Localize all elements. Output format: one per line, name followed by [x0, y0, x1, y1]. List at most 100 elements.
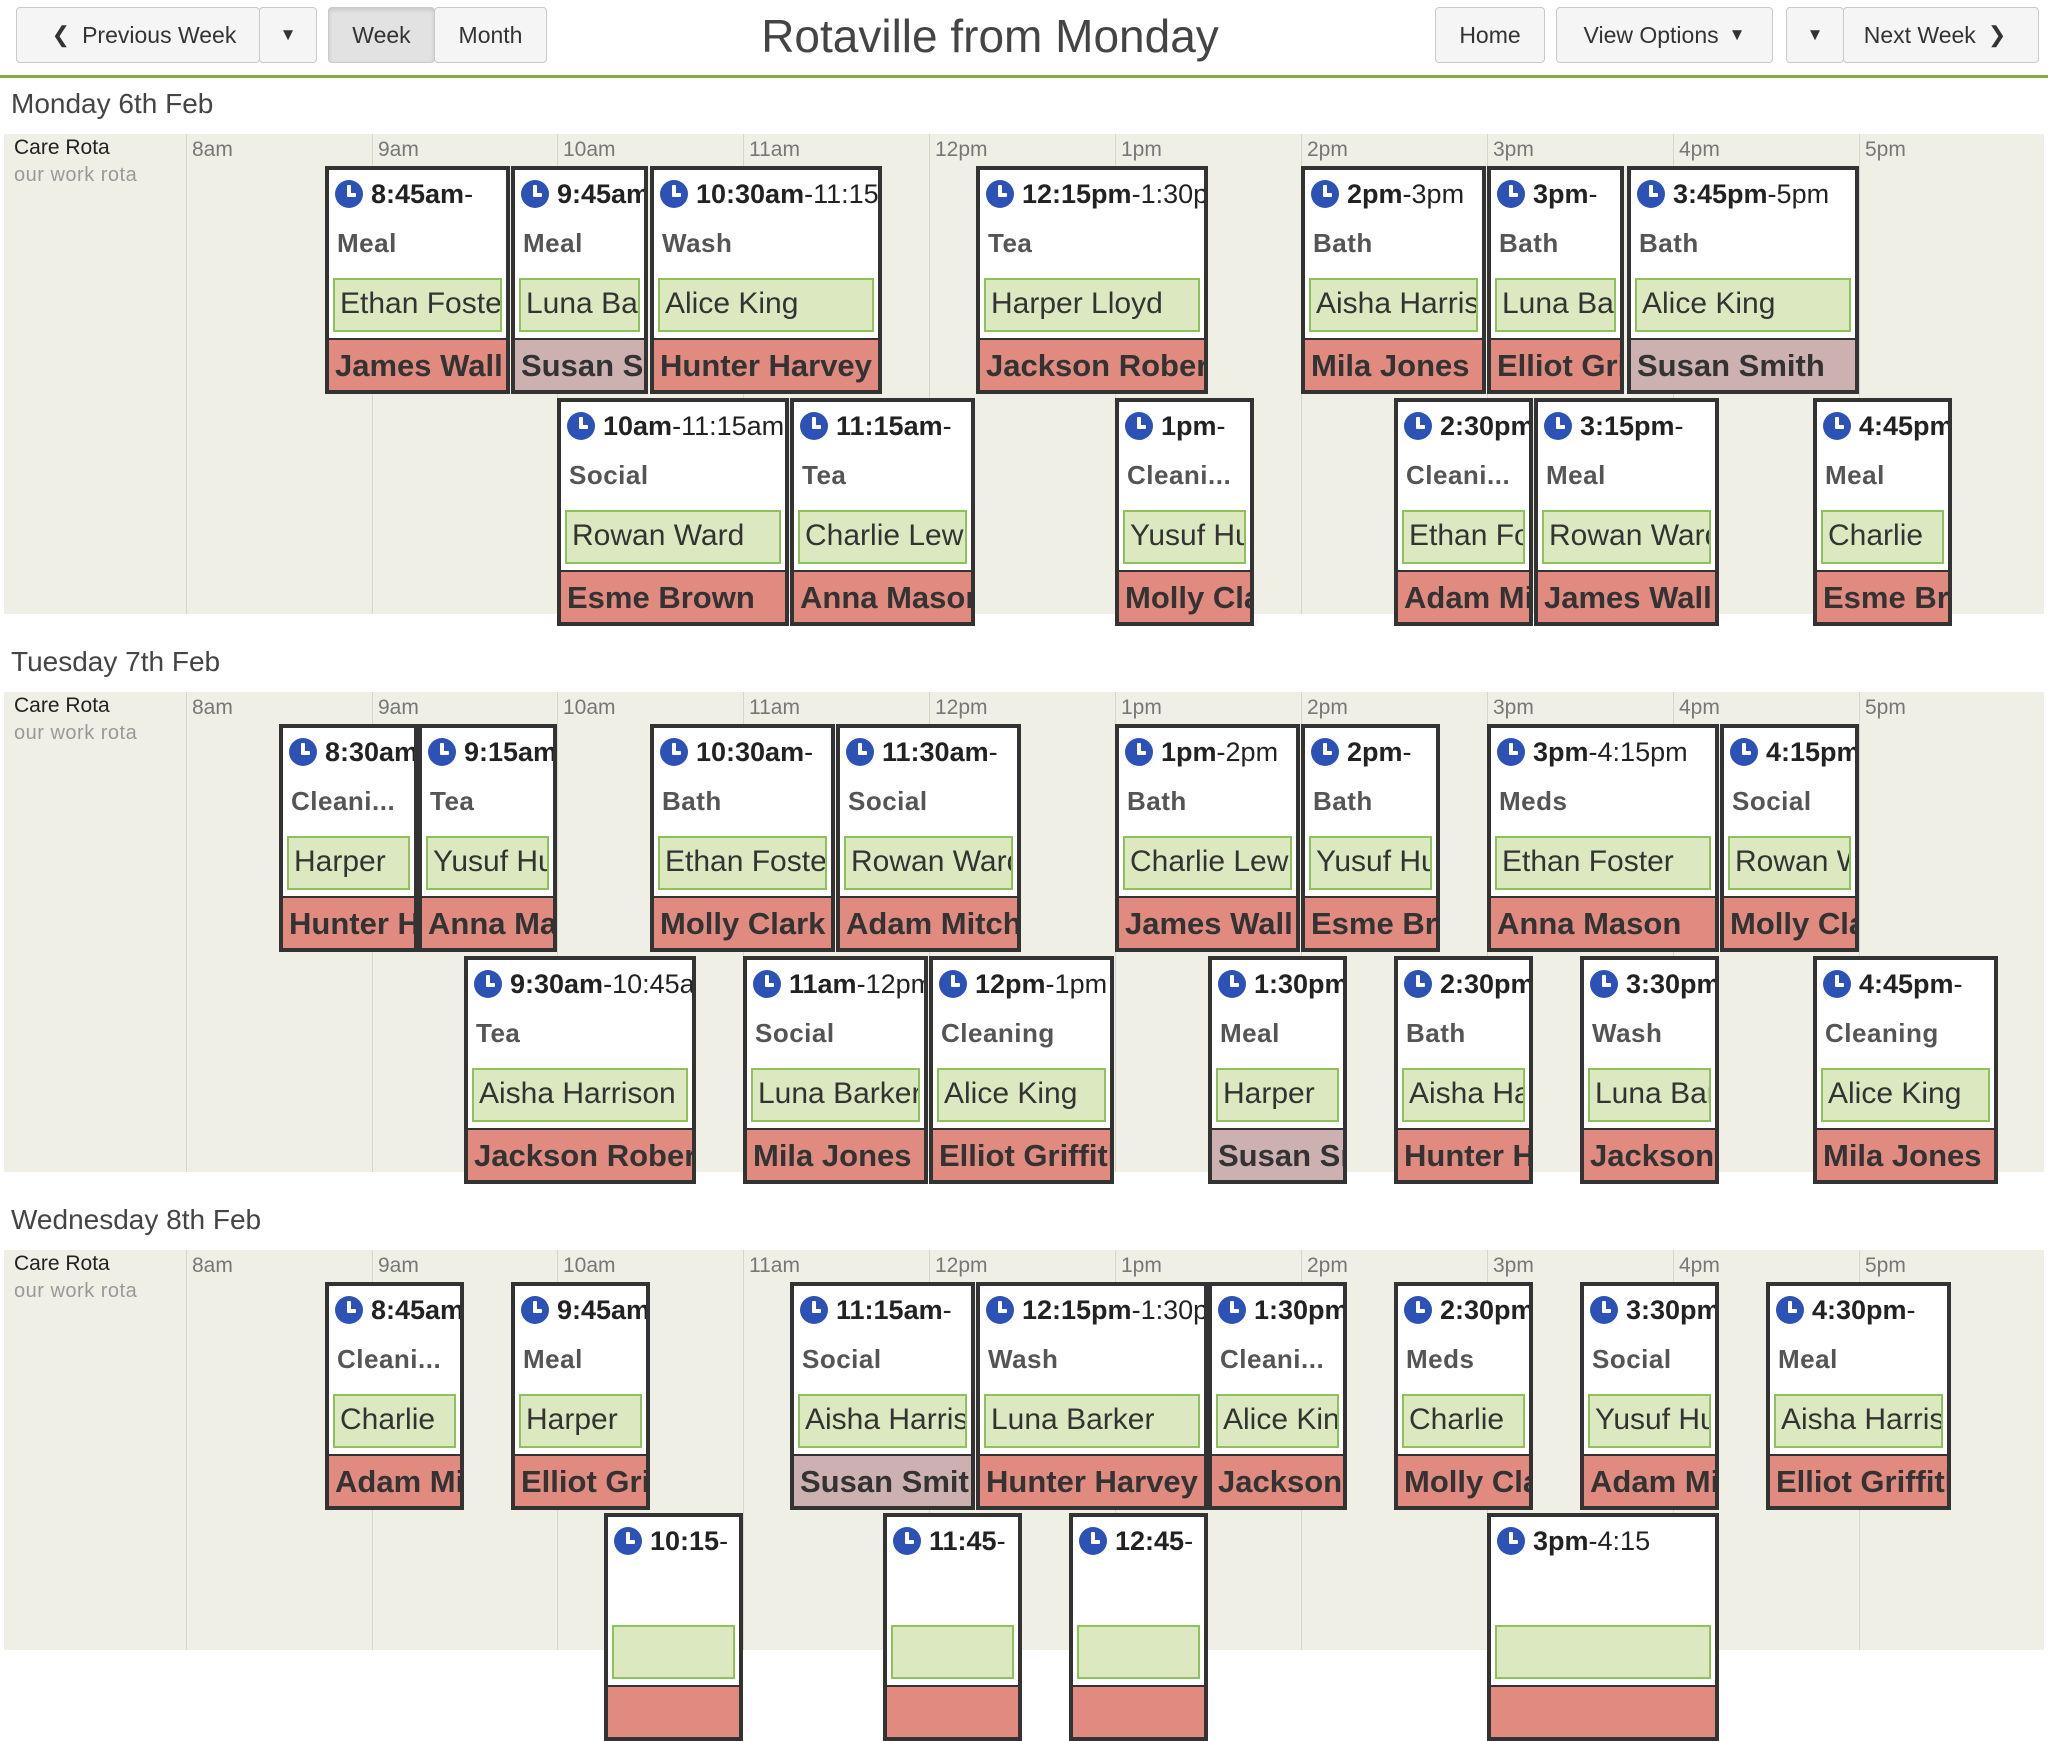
carer-name[interactable]: Esme Brown — [1817, 570, 1948, 622]
carer-name[interactable]: Molly Clark — [1119, 570, 1250, 622]
carer-name[interactable]: Anna Mason — [1491, 896, 1715, 948]
view-options-button[interactable]: View Options ▼ — [1556, 7, 1773, 63]
shift-card[interactable]: 3pm-4:15pm Meds Ethan Foster Anna Mason — [1487, 724, 1719, 952]
client-name[interactable]: Ethan Foster — [333, 278, 502, 332]
client-name[interactable] — [1077, 1625, 1200, 1679]
client-name[interactable]: Aisha Harrison — [1774, 1394, 1943, 1448]
client-name[interactable]: Alice King — [1821, 1068, 1990, 1122]
shift-card[interactable]: 3:15pm- Meal Rowan Ward James Wall — [1534, 398, 1719, 626]
client-name[interactable]: Luna Barker — [751, 1068, 920, 1122]
client-name[interactable]: Charlie — [1402, 1394, 1525, 1448]
shift-card[interactable]: 8:30am- Cleani... Harper Hunter Harvey — [279, 724, 418, 952]
carer-name[interactable]: Hunter Harvey — [980, 1454, 1204, 1506]
client-name[interactable] — [891, 1625, 1014, 1679]
carer-name[interactable]: Elliot Griffiths — [515, 1454, 646, 1506]
shift-card[interactable]: 3:30pm- Wash Luna Barker Jackson Roberts — [1580, 956, 1719, 1184]
carer-name[interactable]: Elliot Griffiths — [1491, 338, 1620, 390]
client-name[interactable]: Harper — [1216, 1068, 1339, 1122]
shift-card[interactable]: 10:30am-11:15am Wash Alice King Hunter Harv… — [650, 166, 882, 394]
client-name[interactable]: Yusuf Hussain — [426, 836, 549, 890]
next-week-button[interactable]: Next Week ❯ — [1843, 7, 2039, 63]
shift-card[interactable]: 2pm-3pm Bath Aisha Harrison Mila Jones — [1301, 166, 1486, 394]
client-name[interactable]: Rowan Ward — [844, 836, 1013, 890]
client-name[interactable]: Alice King — [1216, 1394, 1339, 1448]
client-name[interactable]: Ethan Foster — [658, 836, 827, 890]
client-name[interactable]: Alice King — [1635, 278, 1851, 332]
client-name[interactable]: Yusuf Hussain — [1123, 510, 1246, 564]
client-name[interactable]: Luna Barker — [1588, 1068, 1711, 1122]
client-name[interactable]: Aisha Harrison — [1402, 1068, 1525, 1122]
shift-card[interactable]: 10:30am- Bath Ethan Foster Molly Clark — [650, 724, 835, 952]
shift-card[interactable]: 11am-12pm Social Luna Barker Mila Jones — [743, 956, 928, 1184]
shift-card[interactable]: 2:30pm- Meds Charlie Molly Clark — [1394, 1282, 1533, 1510]
client-name[interactable]: Luna Barker — [519, 278, 640, 332]
client-name[interactable]: Charlie — [1821, 510, 1944, 564]
client-name[interactable]: Rowan Ward — [1542, 510, 1711, 564]
client-name[interactable]: Charlie — [333, 1394, 456, 1448]
carer-name[interactable]: Mila Jones — [747, 1128, 924, 1180]
client-name[interactable]: Aisha Harrison — [472, 1068, 688, 1122]
carer-name[interactable]: James Wall — [1538, 570, 1715, 622]
shift-card[interactable]: 10am-11:15am Social Rowan Ward Esme Brown — [557, 398, 789, 626]
client-name[interactable]: Ethan Foster — [1402, 510, 1525, 564]
client-name[interactable]: Luna Barker — [984, 1394, 1200, 1448]
carer-name[interactable]: Molly Clark — [1724, 896, 1855, 948]
client-name[interactable] — [612, 1625, 735, 1679]
client-name[interactable]: Yusuf Hussain — [1309, 836, 1432, 890]
month-view-button[interactable]: Month — [434, 7, 547, 63]
carer-name[interactable]: Molly Clark — [1398, 1454, 1529, 1506]
client-name[interactable]: Ethan Foster — [1495, 836, 1711, 890]
previous-week-button[interactable]: ❮ Previous Week — [16, 7, 260, 63]
shift-card[interactable]: 12pm-1pm Cleaning Alice King Elliot Griffit… — [929, 956, 1114, 1184]
client-name[interactable] — [1495, 1625, 1711, 1679]
shift-card[interactable]: 4:30pm- Meal Aisha Harrison Elliot Griffith… — [1766, 1282, 1951, 1510]
client-name[interactable]: Harper — [519, 1394, 642, 1448]
shift-card[interactable]: 9:30am-10:45am Tea Aisha Harrison Jackson R… — [464, 956, 696, 1184]
shift-card[interactable]: 9:45am- Meal Luna Barker Susan Smith — [511, 166, 648, 394]
carer-name[interactable]: Anna Mason — [422, 896, 553, 948]
carer-name[interactable]: Susan Smith — [515, 338, 644, 390]
shift-card[interactable]: 2:30pm- Cleani... Ethan Foster Adam Mitchel… — [1394, 398, 1533, 626]
client-name[interactable]: Charlie Lewis — [798, 510, 967, 564]
carer-name[interactable]: Adam Mitchell — [1398, 570, 1529, 622]
carer-name[interactable]: Elliot Griffiths — [933, 1128, 1110, 1180]
shift-card[interactable]: 11:15am- Social Aisha Harrison Susan Smith — [790, 1282, 975, 1510]
client-name[interactable]: Charlie Lewis — [1123, 836, 1292, 890]
client-name[interactable]: Aisha Harrison — [1309, 278, 1478, 332]
carer-name[interactable]: Susan Smith — [794, 1454, 971, 1506]
carer-name[interactable] — [1073, 1685, 1204, 1737]
shift-card[interactable]: 8:45am- Meal Ethan Foster James Wall — [325, 166, 510, 394]
shift-card[interactable]: 1pm- Cleani... Yusuf Hussain Molly Clark — [1115, 398, 1254, 626]
week-view-button[interactable]: Week — [328, 7, 435, 63]
client-name[interactable]: Aisha Harrison — [798, 1394, 967, 1448]
carer-name[interactable]: James Wall — [1119, 896, 1296, 948]
carer-name[interactable]: Jackson Roberts — [468, 1128, 692, 1180]
shift-card[interactable]: 4:45pm- Meal Charlie Esme Brown — [1813, 398, 1952, 626]
carer-name[interactable]: Jackson Roberts — [1212, 1454, 1343, 1506]
carer-name[interactable]: Hunter Harvey — [1398, 1128, 1529, 1180]
shift-card[interactable]: 1pm-2pm Bath Charlie Lewis James Wall — [1115, 724, 1300, 952]
carer-name[interactable]: Hunter Harvey — [283, 896, 414, 948]
carer-name[interactable]: Adam Mitchell — [329, 1454, 460, 1506]
shift-card[interactable]: 9:45am- Meal Harper Elliot Griffiths — [511, 1282, 650, 1510]
carer-name[interactable]: Jackson Roberts — [980, 338, 1204, 390]
carer-name[interactable]: Hunter Harvey — [654, 338, 878, 390]
next-week-dropdown-button[interactable]: ▼ — [1786, 7, 1844, 63]
carer-name[interactable]: Adam Mitchell — [840, 896, 1017, 948]
carer-name[interactable]: Molly Clark — [654, 896, 831, 948]
carer-name[interactable]: Elliot Griffiths — [1770, 1454, 1947, 1506]
client-name[interactable]: Luna Barker — [1495, 278, 1616, 332]
shift-card[interactable]: 11:15am- Tea Charlie Lewis Anna Mason — [790, 398, 975, 626]
previous-week-dropdown-button[interactable]: ▼ — [259, 7, 317, 63]
shift-card[interactable]: 12:15pm-1:30pm Tea Harper Lloyd Jackson Rob… — [976, 166, 1208, 394]
shift-card[interactable]: 1:30pm- Cleani... Alice King Jackson Robert… — [1208, 1282, 1347, 1510]
shift-card[interactable]: 4:15pm- Social Rowan Ward Molly Clark — [1720, 724, 1859, 952]
shift-card[interactable]: 3:45pm-5pm Bath Alice King Susan Smith — [1627, 166, 1859, 394]
carer-name[interactable]: Susan Smith — [1212, 1128, 1343, 1180]
shift-card[interactable]: 11:30am- Social Rowan Ward Adam Mitchell — [836, 724, 1021, 952]
carer-name[interactable] — [608, 1685, 739, 1737]
client-name[interactable]: Alice King — [937, 1068, 1106, 1122]
carer-name[interactable]: James Wall — [329, 338, 506, 390]
shift-card[interactable]: 2:30pm- Bath Aisha Harrison Hunter Harvey — [1394, 956, 1533, 1184]
